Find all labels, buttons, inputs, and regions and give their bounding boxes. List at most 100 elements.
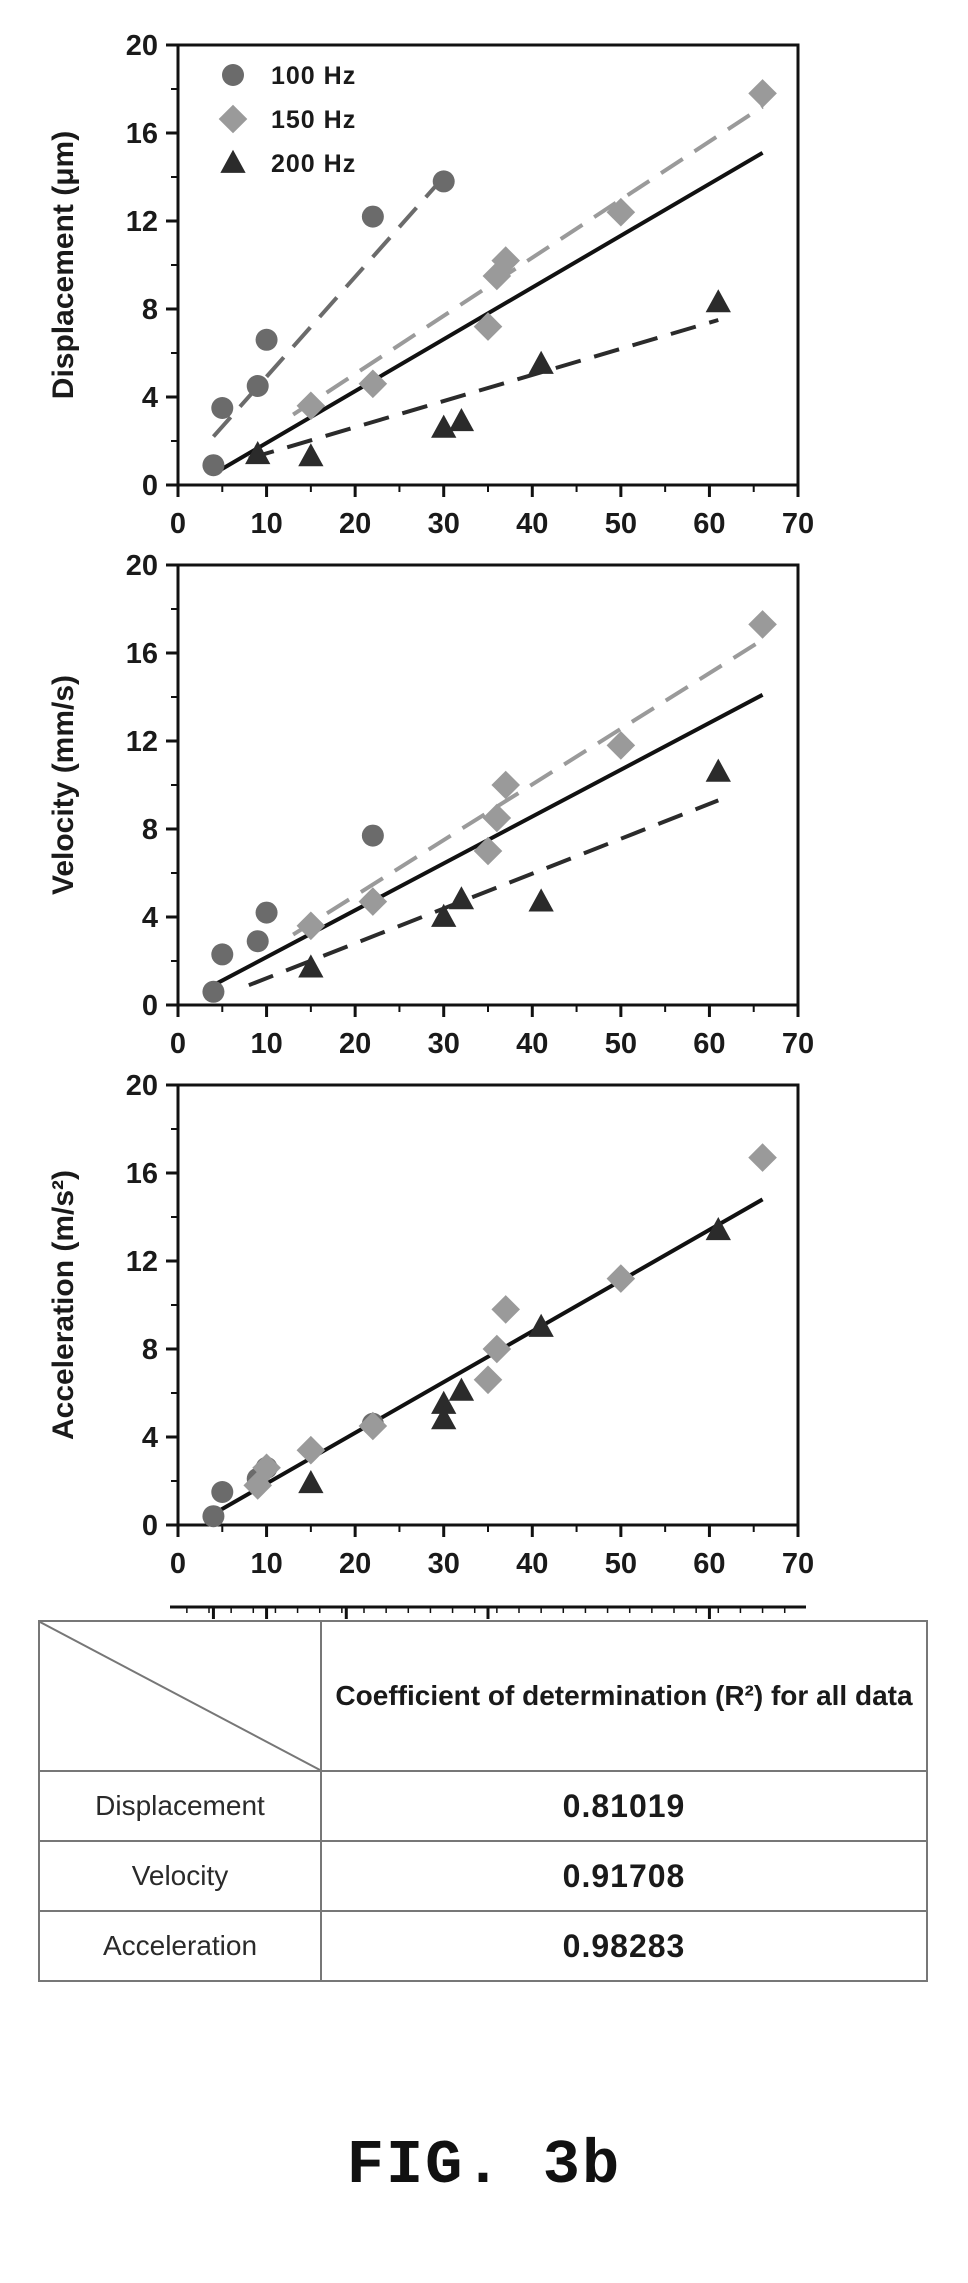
x-tick-label: 70 (782, 1028, 814, 1060)
y-tick-label: 20 (126, 550, 158, 582)
legend-label: 100 Hz (271, 62, 356, 90)
data-point-100-hz (202, 454, 225, 477)
y-tick-label: 16 (126, 1158, 158, 1190)
data-point-150-hz (748, 610, 777, 639)
legend-marker-100-hz (222, 64, 244, 86)
table-corner-cell (38, 1620, 322, 1772)
y-axis-label: Velocity (mm/s) (47, 675, 80, 895)
data-point-100-hz (202, 1505, 225, 1528)
x-tick-label: 20 (339, 1028, 371, 1060)
data-point-100-hz (211, 1481, 234, 1503)
data-point-200-hz (448, 886, 475, 910)
data-point-200-hz (705, 758, 731, 782)
data-point-150-hz (491, 770, 521, 800)
data-point-100-hz (246, 375, 269, 397)
data-point-150-hz (748, 79, 777, 108)
data-point-200-hz (298, 1470, 324, 1494)
y-tick-label: 0 (142, 990, 158, 1022)
y-tick-label: 4 (142, 1422, 158, 1454)
x-tick-label: 50 (605, 508, 637, 540)
data-point-150-hz (296, 911, 326, 941)
data-point-150-hz (296, 391, 326, 421)
y-tick-label: 16 (126, 638, 158, 670)
data-point-150-hz (296, 1435, 326, 1465)
data-point-150-hz (606, 197, 636, 227)
x-tick-label: 70 (782, 508, 814, 540)
data-point-150-hz (491, 1295, 521, 1324)
data-point-100-hz (255, 328, 278, 351)
y-tick-label: 20 (126, 1070, 158, 1102)
table-row: Acceleration 0.98283 (38, 1910, 928, 1982)
data-point-150-hz (748, 1143, 777, 1172)
y-tick-label: 4 (142, 382, 158, 414)
row-value-displacement: 0.81019 (320, 1770, 928, 1842)
overall-fit-line (212, 1197, 764, 1516)
y-tick-label: 8 (142, 294, 158, 326)
r2-table: Coefficient of determination (R²) for al… (38, 1620, 928, 1982)
x-tick-label: 60 (693, 1548, 725, 1580)
fit-line-200-hz (248, 798, 720, 988)
x-tick-label: 40 (516, 1548, 548, 1580)
row-label-acceleration: Acceleration (38, 1910, 322, 1982)
chart-panel-1: 0 10 20 30 40 50 60 70 0 4 8 12 16 20 Displacement (μm… (47, 30, 814, 540)
x-tick-label: 30 (428, 508, 460, 540)
fit-line-200-hz (248, 318, 719, 461)
x-tick-label: 60 (693, 1028, 725, 1060)
data-point-200-hz (431, 1390, 457, 1414)
x-tick-label: 30 (428, 1548, 460, 1580)
row-label-displacement: Displacement (38, 1770, 322, 1842)
table-row: Velocity 0.91708 (38, 1840, 928, 1912)
y-tick-label: 12 (126, 206, 158, 238)
chart-panel-2: 0 10 20 30 40 50 60 70 0 4 8 12 16 20 Velocity (mm/s) (47, 550, 814, 1060)
row-label-velocity: Velocity (38, 1840, 322, 1912)
table-row: Displacement 0.81019 (38, 1770, 928, 1842)
data-point-200-hz (431, 1406, 457, 1430)
x-tick-label: 0 (170, 508, 186, 540)
data-point-200-hz (705, 289, 731, 313)
x-tick-label: 10 (250, 1548, 282, 1580)
data-point-200-hz (298, 954, 324, 978)
legend-label: 150 Hz (271, 106, 356, 134)
fit-line-150-hz (292, 638, 764, 937)
data-point-200-hz (431, 903, 457, 927)
data-point-200-hz (528, 888, 554, 912)
x-tick-label: 40 (516, 1028, 548, 1060)
x-tick-label: 50 (605, 1548, 637, 1580)
data-point-100-hz (211, 397, 234, 419)
data-point-100-hz (432, 170, 455, 193)
y-axis-label: Acceleration (m/s²) (47, 1170, 80, 1440)
x-tick-label: 60 (693, 508, 725, 540)
data-point-200-hz (448, 408, 475, 432)
data-point-200-hz (448, 1377, 475, 1401)
data-point-200-hz (528, 350, 554, 374)
x-tick-label: 40 (516, 508, 548, 540)
data-point-100-hz (211, 943, 234, 966)
table-header-row: Coefficient of determination (R²) for al… (38, 1620, 928, 1772)
y-tick-label: 8 (142, 814, 158, 846)
data-point-150-hz (606, 1264, 636, 1293)
data-point-100-hz (202, 980, 225, 1003)
chart-panel-3: 0 10 20 30 40 50 60 70 0 4 8 12 16 20 Acceleration (m/… (47, 1070, 814, 1619)
table-header: Coefficient of determination (R²) for al… (320, 1620, 928, 1772)
data-point-150-hz (606, 731, 636, 760)
data-point-150-hz (358, 887, 388, 916)
data-point-200-hz (245, 441, 271, 465)
x-tick-label: 30 (428, 1028, 460, 1060)
diagonal-line-icon (40, 1622, 320, 1770)
row-value-acceleration: 0.98283 (320, 1910, 928, 1982)
data-point-150-hz (473, 312, 503, 341)
x-tick-label: 0 (170, 1028, 186, 1060)
y-tick-label: 16 (126, 118, 158, 150)
x-tick-label: 50 (605, 1028, 637, 1060)
data-point-150-hz (482, 803, 512, 833)
data-point-100-hz (361, 824, 384, 847)
fit-line-150-hz (292, 104, 764, 417)
y-tick-label: 0 (142, 1510, 158, 1542)
x-tick-label: 20 (339, 508, 371, 540)
x-tick-label: 10 (250, 508, 282, 540)
data-point-150-hz (482, 1334, 512, 1364)
y-axis-label: Displacement (μm) (47, 131, 80, 399)
data-point-100-hz (361, 205, 384, 228)
row-value-velocity: 0.91708 (320, 1840, 928, 1912)
